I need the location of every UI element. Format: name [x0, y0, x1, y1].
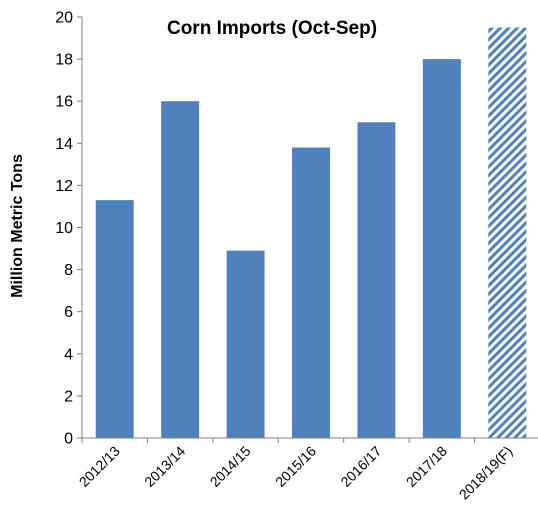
y-tick-label: 18	[55, 52, 73, 69]
y-axis-title: Million Metric Tons	[9, 154, 26, 298]
x-tick-label: 2017/18	[403, 443, 450, 490]
x-tick-label: 2013/14	[141, 443, 188, 490]
y-tick-label: 8	[64, 262, 73, 279]
x-tick-label: 2014/15	[207, 443, 254, 490]
bar	[292, 147, 330, 438]
y-tick-label: 2	[64, 388, 73, 405]
y-tick-label: 10	[55, 220, 73, 237]
y-tick-label: 20	[55, 10, 73, 27]
y-tick-label: 16	[55, 94, 73, 111]
bar	[95, 200, 134, 438]
chart-title: Corn Imports (Oct-Sep)	[167, 18, 377, 39]
plot-layer: 0 2 4 6 8 10 12 14 16 18 20 2012/13 2013/14 2014/15 20…	[55, 10, 538, 503]
x-tick-label: 2015/16	[272, 443, 319, 490]
bar	[357, 122, 396, 438]
y-tick-label: 6	[64, 304, 73, 321]
x-tick-label: 2012/13	[76, 443, 123, 490]
bar	[161, 101, 200, 438]
y-tick-label: 4	[64, 346, 73, 363]
y-tick-label: 0	[64, 431, 73, 448]
y-tick-label: 12	[55, 178, 73, 195]
forecast-bar	[488, 27, 527, 439]
x-tick-label: 2016/17	[337, 443, 384, 490]
x-tick-label: 2018/19(F)	[456, 443, 516, 503]
y-tick-label: 14	[55, 136, 73, 153]
bar	[422, 59, 461, 438]
bar	[226, 250, 265, 438]
